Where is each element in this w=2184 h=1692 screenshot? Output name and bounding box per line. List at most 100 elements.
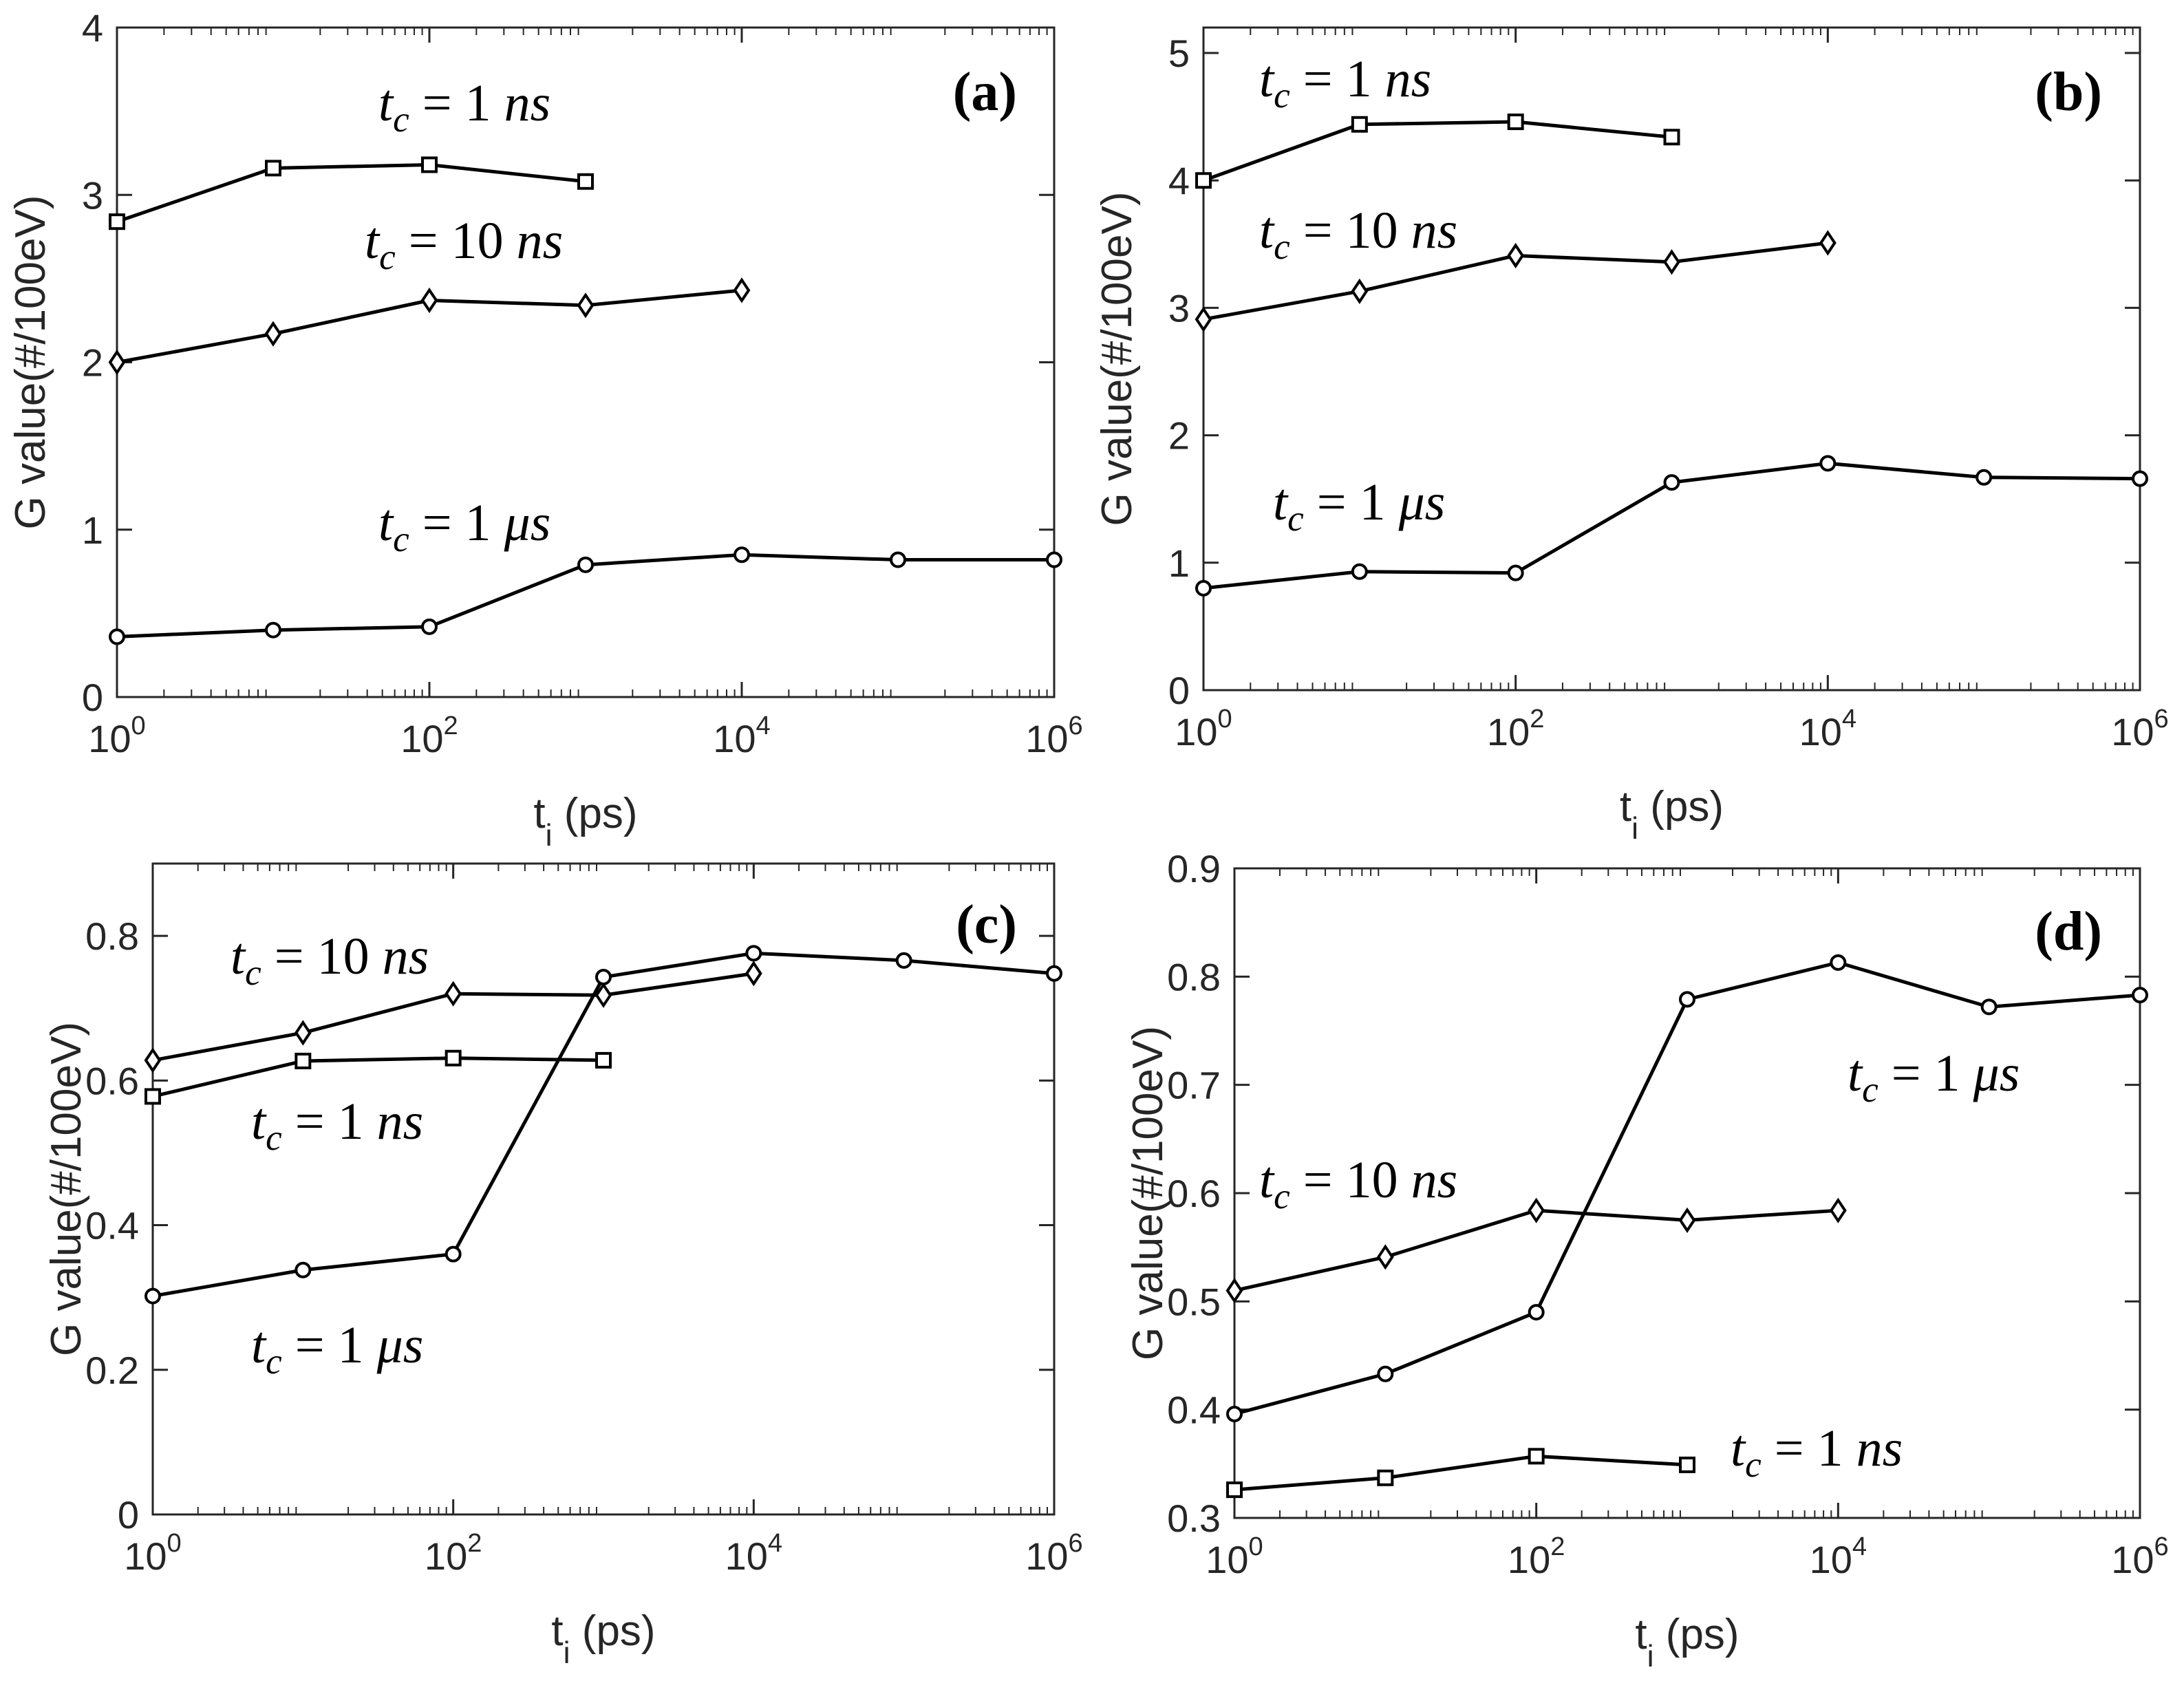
data-point-diamond: [1376, 1244, 1394, 1270]
x-axis-label: ti (ps): [1635, 1611, 1739, 1673]
data-point-circle: [1819, 455, 1837, 472]
data-point-circle: [1195, 579, 1212, 597]
data-point-diamond: [144, 1047, 162, 1073]
data-point-circle: [144, 1287, 161, 1305]
y-tick-label: 2: [82, 341, 103, 385]
panel-label: (a): [953, 62, 1017, 122]
series-line: [116, 162, 586, 224]
x-tick-label: 100: [1206, 1532, 1263, 1581]
data-point-circle: [595, 969, 612, 986]
data-point-square: [295, 1052, 312, 1069]
y-tick-label: 3: [82, 173, 103, 217]
series-annotation: tc = 1 ns: [1731, 1420, 1903, 1485]
x-tick-label: 102: [425, 1529, 482, 1578]
data-point-circle: [2132, 470, 2148, 487]
series-line: [1234, 1454, 1688, 1492]
panel-label: (d): [2035, 901, 2102, 962]
series-annotation: tc = 10 ns: [365, 212, 563, 277]
data-point-circle: [745, 945, 762, 962]
y-axis-label: G value(#/100eV): [1093, 192, 1141, 526]
x-tick-label: 106: [2111, 705, 2168, 753]
y-tick-label: 0.7: [1167, 1064, 1221, 1107]
x-tick-label: 106: [1025, 711, 1082, 760]
y-axis-label: G value(#/100eV): [7, 195, 54, 530]
data-point-diamond: [577, 292, 595, 319]
data-point-diamond: [1195, 306, 1212, 332]
data-point-circle: [1663, 474, 1680, 491]
data-point-circle: [1226, 1405, 1243, 1422]
y-tick-label: 5: [1168, 32, 1190, 75]
x-tick-label: 106: [1025, 1529, 1082, 1578]
data-point-square: [144, 1088, 161, 1105]
series-annotation: tc = 1 ns: [1259, 50, 1431, 116]
panel-a: 100 102 104 106 0 1 2 3 4 ti (ps) G value(#/100eV)…: [7, 6, 1083, 853]
data-point-circle: [895, 952, 912, 969]
data-point-square: [1679, 1456, 1695, 1473]
data-point-diamond: [1351, 278, 1369, 304]
x-tick-label: 104: [713, 711, 770, 760]
x-tick-label: 100: [1175, 705, 1232, 753]
data-point-circle: [1377, 1365, 1394, 1382]
data-point-square: [1351, 116, 1368, 133]
data-point-circle: [1976, 469, 1993, 486]
data-point-circle: [734, 546, 750, 564]
data-point-circle: [1980, 998, 1998, 1016]
series-annotation: tc = 10 ns: [1259, 1151, 1457, 1217]
data-point-circle: [1046, 551, 1062, 568]
data-point-circle: [1046, 965, 1062, 982]
y-tick-label: 0.8: [85, 914, 139, 958]
panel-label: (b): [2035, 62, 2102, 122]
panel-label: (c): [956, 895, 1017, 955]
y-tick-label: 0.4: [1167, 1389, 1221, 1432]
series-annotation: tc = 1 μs: [1273, 473, 1445, 539]
x-tick-label: 104: [1810, 1532, 1867, 1581]
y-tick-label: 0.6: [1167, 1172, 1221, 1215]
data-point-square: [1377, 1469, 1394, 1486]
data-point-circle: [265, 621, 281, 639]
y-tick-label: 0: [118, 1493, 139, 1536]
x-tick-label: 104: [1799, 705, 1856, 753]
y-tick-label: 0.9: [1167, 847, 1221, 890]
y-tick-label: 0.2: [85, 1349, 139, 1392]
data-point-diamond: [1225, 1277, 1243, 1304]
data-point-square: [1226, 1481, 1243, 1499]
y-tick-label: 0.4: [85, 1204, 139, 1247]
y-tick-label: 0.3: [1167, 1497, 1221, 1540]
data-point-diamond: [1663, 249, 1680, 275]
y-tick-label: 3: [1168, 286, 1190, 330]
data-point-square: [595, 1051, 612, 1069]
data-point-diamond: [264, 321, 282, 347]
y-tick-label: 1: [82, 508, 103, 552]
data-point-diamond: [108, 349, 126, 376]
data-point-circle: [577, 556, 594, 573]
data-point-square: [445, 1049, 462, 1067]
y-tick-label: 0: [82, 676, 103, 719]
x-tick-label: 102: [1508, 1532, 1565, 1581]
y-tick-label: 1: [1168, 542, 1190, 585]
data-point-square: [1507, 114, 1524, 131]
data-point-square: [1663, 129, 1680, 146]
x-tick-label: 106: [2111, 1532, 2168, 1581]
data-point-circle: [890, 551, 906, 568]
x-axis-label: ti (ps): [551, 1607, 655, 1670]
series-annotation: tc = 1 μs: [378, 494, 550, 559]
series-line: [1203, 120, 1672, 182]
y-tick-label: 0.8: [1167, 955, 1221, 998]
data-point-diamond: [595, 982, 612, 1008]
data-point-circle: [295, 1261, 312, 1278]
y-tick-label: 4: [1168, 159, 1190, 202]
data-point-diamond: [294, 1020, 312, 1046]
series-line: [152, 1056, 604, 1098]
series-annotation: tc = 10 ns: [231, 928, 429, 993]
plot-area-frame: [1202, 26, 2141, 692]
data-point-diamond: [745, 961, 762, 987]
data-point-circle: [1679, 991, 1695, 1008]
data-point-circle: [109, 628, 125, 645]
data-point-square: [109, 213, 125, 231]
x-axis-label: ti (ps): [1620, 783, 1724, 846]
y-tick-label: 0: [1168, 669, 1190, 712]
x-tick-label: 100: [124, 1529, 181, 1578]
x-tick-label: 104: [725, 1529, 782, 1578]
panel-b: 100 102 104 106 0 1 2 3 4 5 ti (ps) G value(#/100eV…: [1093, 26, 2169, 846]
